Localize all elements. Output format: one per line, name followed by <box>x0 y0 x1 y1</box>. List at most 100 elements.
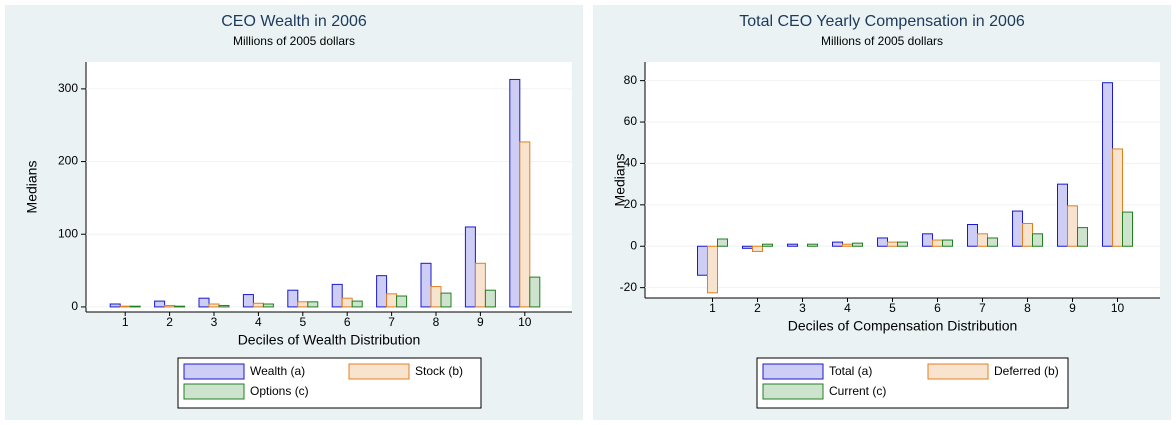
x-tick-label: 6 <box>934 301 941 315</box>
x-tick-label: 7 <box>979 301 986 315</box>
x-tick-label: 5 <box>889 301 896 315</box>
bar <box>987 237 998 247</box>
x-axis-label: Deciles of Wealth Distribution <box>238 332 421 348</box>
chart-subtitle: Millions of 2005 dollars <box>821 34 943 48</box>
bar <box>942 239 953 247</box>
bar <box>1102 82 1113 247</box>
x-tick-label: 10 <box>518 315 532 329</box>
bar <box>742 245 753 249</box>
bar <box>1022 222 1033 247</box>
y-tick-label: 100 <box>58 226 78 240</box>
bar <box>252 302 264 308</box>
bar <box>262 303 274 308</box>
bar <box>897 241 908 247</box>
bar <box>174 305 186 308</box>
chart-title: CEO Wealth in 2006 <box>221 13 367 30</box>
bar <box>164 304 176 308</box>
bar <box>842 243 853 247</box>
x-tick-label: 9 <box>477 315 484 329</box>
bar <box>307 301 319 308</box>
x-tick-label: 6 <box>344 315 351 329</box>
bar <box>707 245 718 294</box>
bar <box>762 243 773 247</box>
bar <box>351 300 363 308</box>
bar <box>376 275 388 308</box>
legend-swatch <box>762 363 824 380</box>
x-tick-label: 2 <box>754 301 761 315</box>
legend-swatch <box>762 383 824 400</box>
x-tick-label: 8 <box>1024 301 1031 315</box>
bar <box>1032 233 1043 247</box>
x-axis-label: Deciles of Compensation Distribution <box>788 318 1018 334</box>
x-tick-label: 10 <box>1111 301 1125 315</box>
chart-subtitle: Millions of 2005 dollars <box>233 34 355 48</box>
bar <box>154 300 166 308</box>
legend-swatch <box>927 363 989 380</box>
bar <box>509 78 521 308</box>
bar <box>109 303 121 308</box>
legend-label: Total (a) <box>829 364 872 378</box>
bar <box>922 233 933 247</box>
y-tick-label: 60 <box>624 114 638 128</box>
y-tick-label: 200 <box>58 154 78 168</box>
bar <box>697 245 708 276</box>
bar <box>297 301 309 308</box>
bar <box>484 289 496 308</box>
bar <box>287 289 299 308</box>
bar <box>1067 205 1078 247</box>
bar <box>474 262 486 308</box>
bar <box>877 237 888 247</box>
bar <box>464 226 476 308</box>
bar <box>1122 211 1133 247</box>
bar <box>977 233 988 247</box>
legend-label: Deferred (b) <box>994 364 1059 378</box>
bar <box>932 239 943 247</box>
bar <box>887 241 898 247</box>
legend-label: Options (c) <box>250 384 309 398</box>
bar <box>807 243 818 247</box>
bar <box>1077 227 1088 247</box>
x-tick-label: 4 <box>844 301 851 315</box>
bar <box>119 305 131 308</box>
legend-label: Wealth (a) <box>250 364 305 378</box>
legend-swatch <box>183 383 245 400</box>
bar <box>852 242 863 247</box>
legend-label: Current (c) <box>829 384 886 398</box>
plot-area <box>86 62 572 312</box>
y-tick-label: 20 <box>624 197 638 211</box>
x-tick-label: 1 <box>122 315 129 329</box>
x-tick-label: 3 <box>799 301 806 315</box>
bar <box>208 303 220 308</box>
bar <box>198 297 210 308</box>
bar <box>1112 148 1123 247</box>
x-tick-label: 1 <box>709 301 716 315</box>
y-tick-label: -20 <box>620 280 638 294</box>
bar <box>242 294 254 308</box>
bar <box>440 292 452 308</box>
x-tick-label: 3 <box>211 315 218 329</box>
plot-area <box>645 62 1160 298</box>
legend-swatch <box>348 363 410 380</box>
bar <box>529 276 541 308</box>
y-axis-label: Medians <box>24 161 40 214</box>
y-tick-label: 0 <box>71 299 78 313</box>
y-axis-label: Medians <box>612 154 628 207</box>
x-tick-label: 7 <box>388 315 395 329</box>
bar <box>341 297 353 308</box>
bar <box>420 262 432 308</box>
x-tick-label: 2 <box>166 315 173 329</box>
bar <box>331 283 343 308</box>
y-tick-label: 40 <box>624 156 638 170</box>
chart-title: Total CEO Yearly Compensation in 2006 <box>739 13 1025 30</box>
bar <box>129 305 141 308</box>
bar <box>218 304 230 308</box>
bar <box>396 295 408 308</box>
bar <box>1057 183 1068 247</box>
legend-label: Stock (b) <box>415 364 463 378</box>
x-tick-label: 8 <box>433 315 440 329</box>
y-tick-label: 80 <box>624 73 638 87</box>
x-tick-label: 5 <box>299 315 306 329</box>
bar <box>787 243 798 247</box>
x-tick-label: 4 <box>255 315 262 329</box>
